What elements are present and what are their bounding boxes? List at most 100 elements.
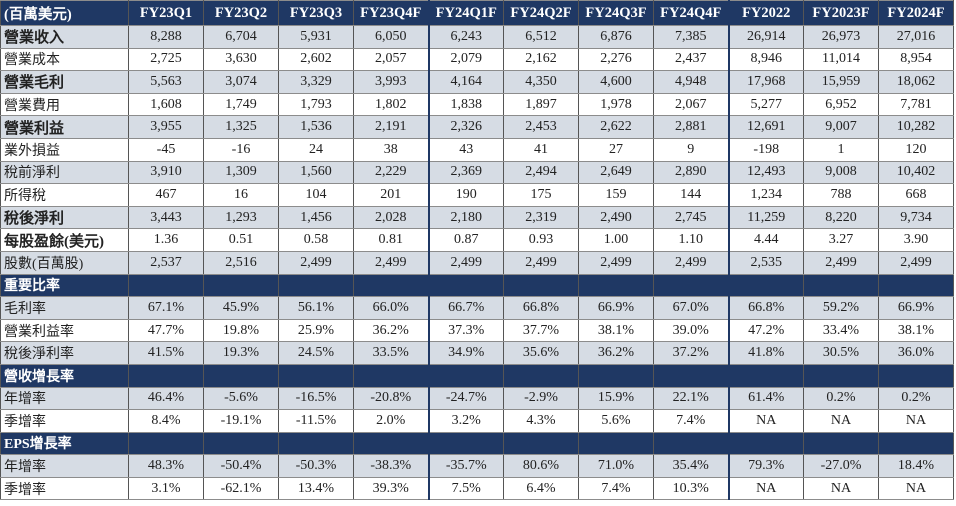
cell-value: -45 [128, 137, 204, 162]
cell-value: 12,493 [728, 160, 804, 185]
cell-value: 9,734 [878, 205, 954, 230]
cell-value: 2,881 [653, 115, 730, 139]
cell-value: 2,499 [353, 250, 430, 275]
cell-value: 1,293 [203, 205, 279, 230]
cell-value: NA [728, 476, 804, 501]
cell-value: 33.4% [803, 318, 879, 343]
cell-value: 15.9% [578, 386, 654, 411]
cell-value: 9,008 [803, 160, 879, 185]
section-fill [578, 273, 654, 298]
cell-value: 66.9% [578, 296, 654, 320]
data-row: 營業成本 2,725 3,630 2,602 2,057 2,079 2,162 2,276 2… [0, 47, 954, 72]
header-row: (百萬美元) FY23Q1 FY23Q2 FY23Q3 FY23Q4F FY24Q1F FY… [0, 0, 954, 26]
section-fill [578, 431, 654, 456]
cell-value: 13.4% [278, 476, 354, 501]
cell-value: NA [803, 476, 879, 501]
cell-value: 2,499 [503, 250, 579, 275]
cell-value: 27 [578, 137, 654, 162]
section-fill [803, 363, 879, 388]
section-fill [278, 431, 354, 456]
cell-value: 5,277 [728, 92, 804, 117]
row-label: 營業毛利 [0, 70, 129, 94]
cell-value: -50.4% [203, 454, 279, 478]
cell-value: 3,329 [278, 70, 354, 94]
cell-value: 104 [278, 183, 354, 207]
cell-value: 1,309 [203, 160, 279, 185]
cell-value: 59.2% [803, 296, 879, 320]
cell-value: 0.58 [278, 228, 354, 252]
cell-value: 38 [353, 137, 430, 162]
cell-value: 1.00 [578, 228, 654, 252]
row-label: 年增率 [0, 454, 129, 478]
cell-value: 10,402 [878, 160, 954, 185]
section-fill [203, 363, 279, 388]
cell-value: 1.10 [653, 228, 730, 252]
column-header: FY24Q3F [578, 0, 654, 26]
cell-value: 9 [653, 137, 730, 162]
cell-value: 27,016 [878, 25, 954, 49]
cell-value: 144 [653, 183, 730, 207]
cell-value: 2,276 [578, 47, 654, 72]
cell-value: 3.90 [878, 228, 954, 252]
section-fill [803, 273, 879, 298]
cell-value: 67.0% [653, 296, 730, 320]
cell-value: 1,749 [203, 92, 279, 117]
cell-value: 3,074 [203, 70, 279, 94]
cell-value: 2,191 [353, 115, 430, 139]
cell-value: 1,802 [353, 92, 430, 117]
cell-value: 66.9% [878, 296, 954, 320]
cell-value: 2,453 [503, 115, 579, 139]
cell-value: 3.1% [128, 476, 204, 501]
cell-value: 6,704 [203, 25, 279, 49]
cell-value: 47.2% [728, 318, 804, 343]
cell-value: 18.4% [878, 454, 954, 478]
cell-value: 24.5% [278, 341, 354, 365]
section-fill [728, 273, 804, 298]
cell-value: 0.2% [803, 386, 879, 411]
column-header: FY2023F [803, 0, 879, 26]
cell-value: 4.3% [503, 409, 579, 433]
section-title: EPS增長率 [0, 431, 129, 456]
cell-value: 3,443 [128, 205, 204, 230]
section-fill [578, 363, 654, 388]
cell-value: 6,243 [428, 25, 504, 49]
cell-value: 2,745 [653, 205, 730, 230]
section-row: 營收增長率 [0, 363, 954, 388]
cell-value: 11,014 [803, 47, 879, 72]
data-row: 季增率 8.4% -19.1% -11.5% 2.0% 3.2% 4.3% 5.6% 7.4% N… [0, 409, 954, 433]
column-header: FY24Q4F [653, 0, 730, 26]
cell-value: 7.4% [653, 409, 730, 433]
cell-value: 6.4% [503, 476, 579, 501]
cell-value: 26,973 [803, 25, 879, 49]
cell-value: 1,234 [728, 183, 804, 207]
cell-value: 67.1% [128, 296, 204, 320]
cell-value: 1,897 [503, 92, 579, 117]
cell-value: 36.0% [878, 341, 954, 365]
cell-value: 3.27 [803, 228, 879, 252]
cell-value: 0.2% [878, 386, 954, 411]
cell-value: 1.36 [128, 228, 204, 252]
cell-value: 2,229 [353, 160, 430, 185]
cell-value: 0.93 [503, 228, 579, 252]
cell-value: 2,649 [578, 160, 654, 185]
cell-value: 1,456 [278, 205, 354, 230]
cell-value: -5.6% [203, 386, 279, 411]
cell-value: 8,288 [128, 25, 204, 49]
section-fill [353, 431, 430, 456]
cell-value: 1,560 [278, 160, 354, 185]
cell-value: 7,781 [878, 92, 954, 117]
cell-value: 4.44 [728, 228, 804, 252]
cell-value: NA [878, 409, 954, 433]
section-fill [503, 363, 579, 388]
row-label: 營業利益率 [0, 318, 129, 343]
cell-value: 47.7% [128, 318, 204, 343]
column-header: FY23Q1 [128, 0, 204, 26]
row-label: 每股盈餘(美元) [0, 228, 129, 252]
section-fill [278, 363, 354, 388]
cell-value: 3,993 [353, 70, 430, 94]
cell-value: 467 [128, 183, 204, 207]
cell-value: 37.3% [428, 318, 504, 343]
section-fill [128, 273, 204, 298]
cell-value: -19.1% [203, 409, 279, 433]
section-row: EPS增長率 [0, 431, 954, 456]
